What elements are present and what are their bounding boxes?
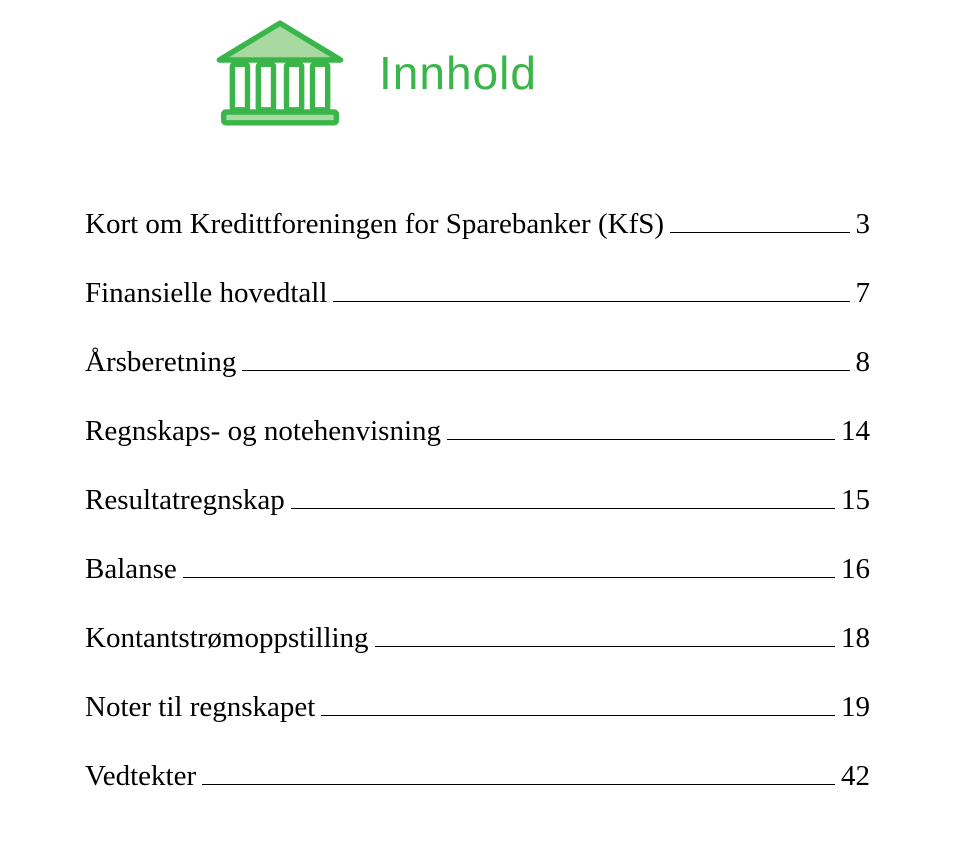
toc-row: Årsberetning 8 — [85, 346, 870, 379]
toc-row: Kontantstrømoppstilling 18 — [85, 622, 870, 655]
toc-page: 8 — [856, 346, 871, 379]
toc-leader — [291, 508, 835, 509]
toc-page: 42 — [841, 760, 870, 793]
toc-label: Noter til regnskapet — [85, 691, 315, 724]
table-of-contents: Kort om Kredittforeningen for Sparebanke… — [85, 208, 870, 793]
bank-icon — [215, 18, 345, 128]
toc-row: Noter til regnskapet 19 — [85, 691, 870, 724]
toc-label: Kort om Kredittforeningen for Sparebanke… — [85, 208, 664, 241]
toc-row: Balanse 16 — [85, 553, 870, 586]
toc-leader — [447, 439, 835, 440]
toc-label: Kontantstrømoppstilling — [85, 622, 369, 655]
toc-page: 7 — [856, 277, 871, 310]
toc-row: Kort om Kredittforeningen for Sparebanke… — [85, 208, 870, 241]
toc-label: Resultatregnskap — [85, 484, 285, 517]
toc-row: Regnskaps- og notehenvisning 14 — [85, 415, 870, 448]
toc-label: Balanse — [85, 553, 177, 586]
toc-leader — [183, 577, 835, 578]
toc-label: Regnskaps- og notehenvisning — [85, 415, 441, 448]
toc-label: Vedtekter — [85, 760, 196, 793]
toc-row: Resultatregnskap 15 — [85, 484, 870, 517]
toc-row: Vedtekter 42 — [85, 760, 870, 793]
page-title: Innhold — [379, 46, 537, 100]
toc-leader — [670, 232, 849, 233]
toc-page: 14 — [841, 415, 870, 448]
header: Innhold — [215, 18, 870, 128]
toc-leader — [202, 784, 835, 785]
toc-label: Årsberetning — [85, 346, 236, 379]
document-page: Innhold Kort om Kredittforeningen for Sp… — [0, 0, 960, 868]
toc-page: 18 — [841, 622, 870, 655]
toc-row: Finansielle hovedtall 7 — [85, 277, 870, 310]
toc-page: 19 — [841, 691, 870, 724]
toc-leader — [242, 370, 849, 371]
toc-page: 3 — [856, 208, 871, 241]
toc-label: Finansielle hovedtall — [85, 277, 327, 310]
toc-page: 15 — [841, 484, 870, 517]
toc-leader — [375, 646, 835, 647]
toc-leader — [333, 301, 849, 302]
toc-leader — [321, 715, 835, 716]
toc-page: 16 — [841, 553, 870, 586]
